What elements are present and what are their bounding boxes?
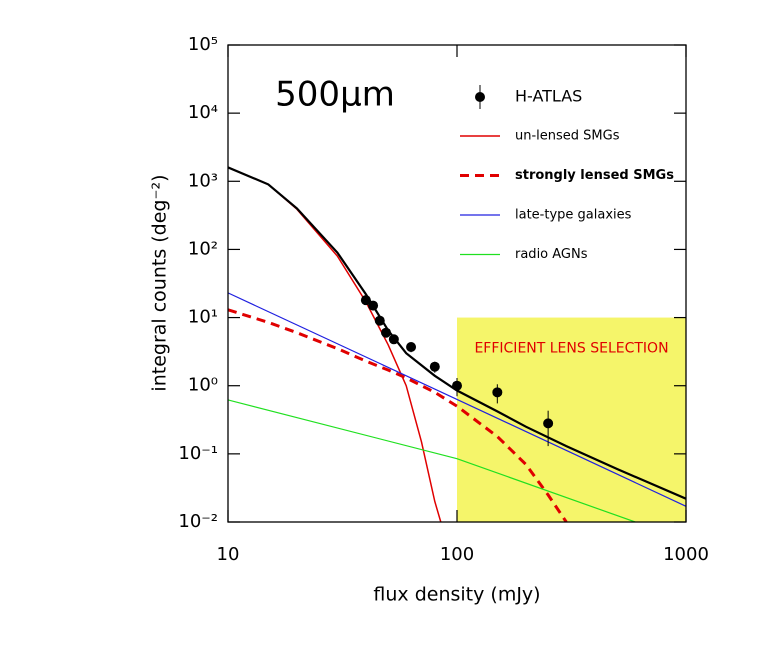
data-point bbox=[368, 300, 379, 311]
data-point bbox=[374, 315, 385, 326]
annotation: 500μm bbox=[275, 75, 395, 115]
y-tick-label: 10⁵ bbox=[188, 34, 218, 55]
y-tick-label: 10⁻² bbox=[178, 511, 218, 532]
data-point bbox=[381, 327, 392, 338]
legend-label: un-lensed SMGs bbox=[515, 129, 620, 144]
curve bbox=[228, 399, 636, 522]
data-point bbox=[360, 295, 371, 306]
legend-marker bbox=[475, 92, 485, 102]
curve bbox=[228, 292, 686, 507]
data-point bbox=[429, 361, 440, 372]
y-tick-label: 10¹ bbox=[188, 307, 218, 328]
data-point bbox=[492, 387, 503, 398]
legend-label: late-type galaxies bbox=[515, 208, 632, 223]
y-tick-label: 10² bbox=[188, 238, 218, 259]
y-tick-label: 10⁻¹ bbox=[178, 443, 218, 464]
y-tick-label: 10³ bbox=[188, 170, 218, 191]
y-tick-label: 10⁰ bbox=[188, 375, 218, 396]
data-point bbox=[388, 334, 399, 345]
x-tick-label: 10 bbox=[217, 544, 240, 565]
curve bbox=[228, 166, 686, 500]
x-axis-label: flux density (mJy) bbox=[373, 584, 540, 606]
legend-label: radio AGNs bbox=[515, 247, 588, 262]
y-axis-label: integral counts (deg⁻²) bbox=[149, 174, 171, 391]
x-tick-label: 1000 bbox=[663, 544, 709, 565]
y-tick-label: 10⁴ bbox=[188, 102, 218, 123]
legend-label: H-ATLAS bbox=[515, 87, 582, 106]
x-tick-label: 100 bbox=[440, 544, 474, 565]
plot-area bbox=[228, 166, 686, 522]
data-point bbox=[452, 380, 462, 391]
data-point bbox=[543, 418, 554, 429]
legend-label: strongly lensed SMGs bbox=[515, 168, 674, 183]
data-point bbox=[406, 341, 417, 352]
region-label: EFFICIENT LENS SELECTION bbox=[474, 341, 668, 357]
